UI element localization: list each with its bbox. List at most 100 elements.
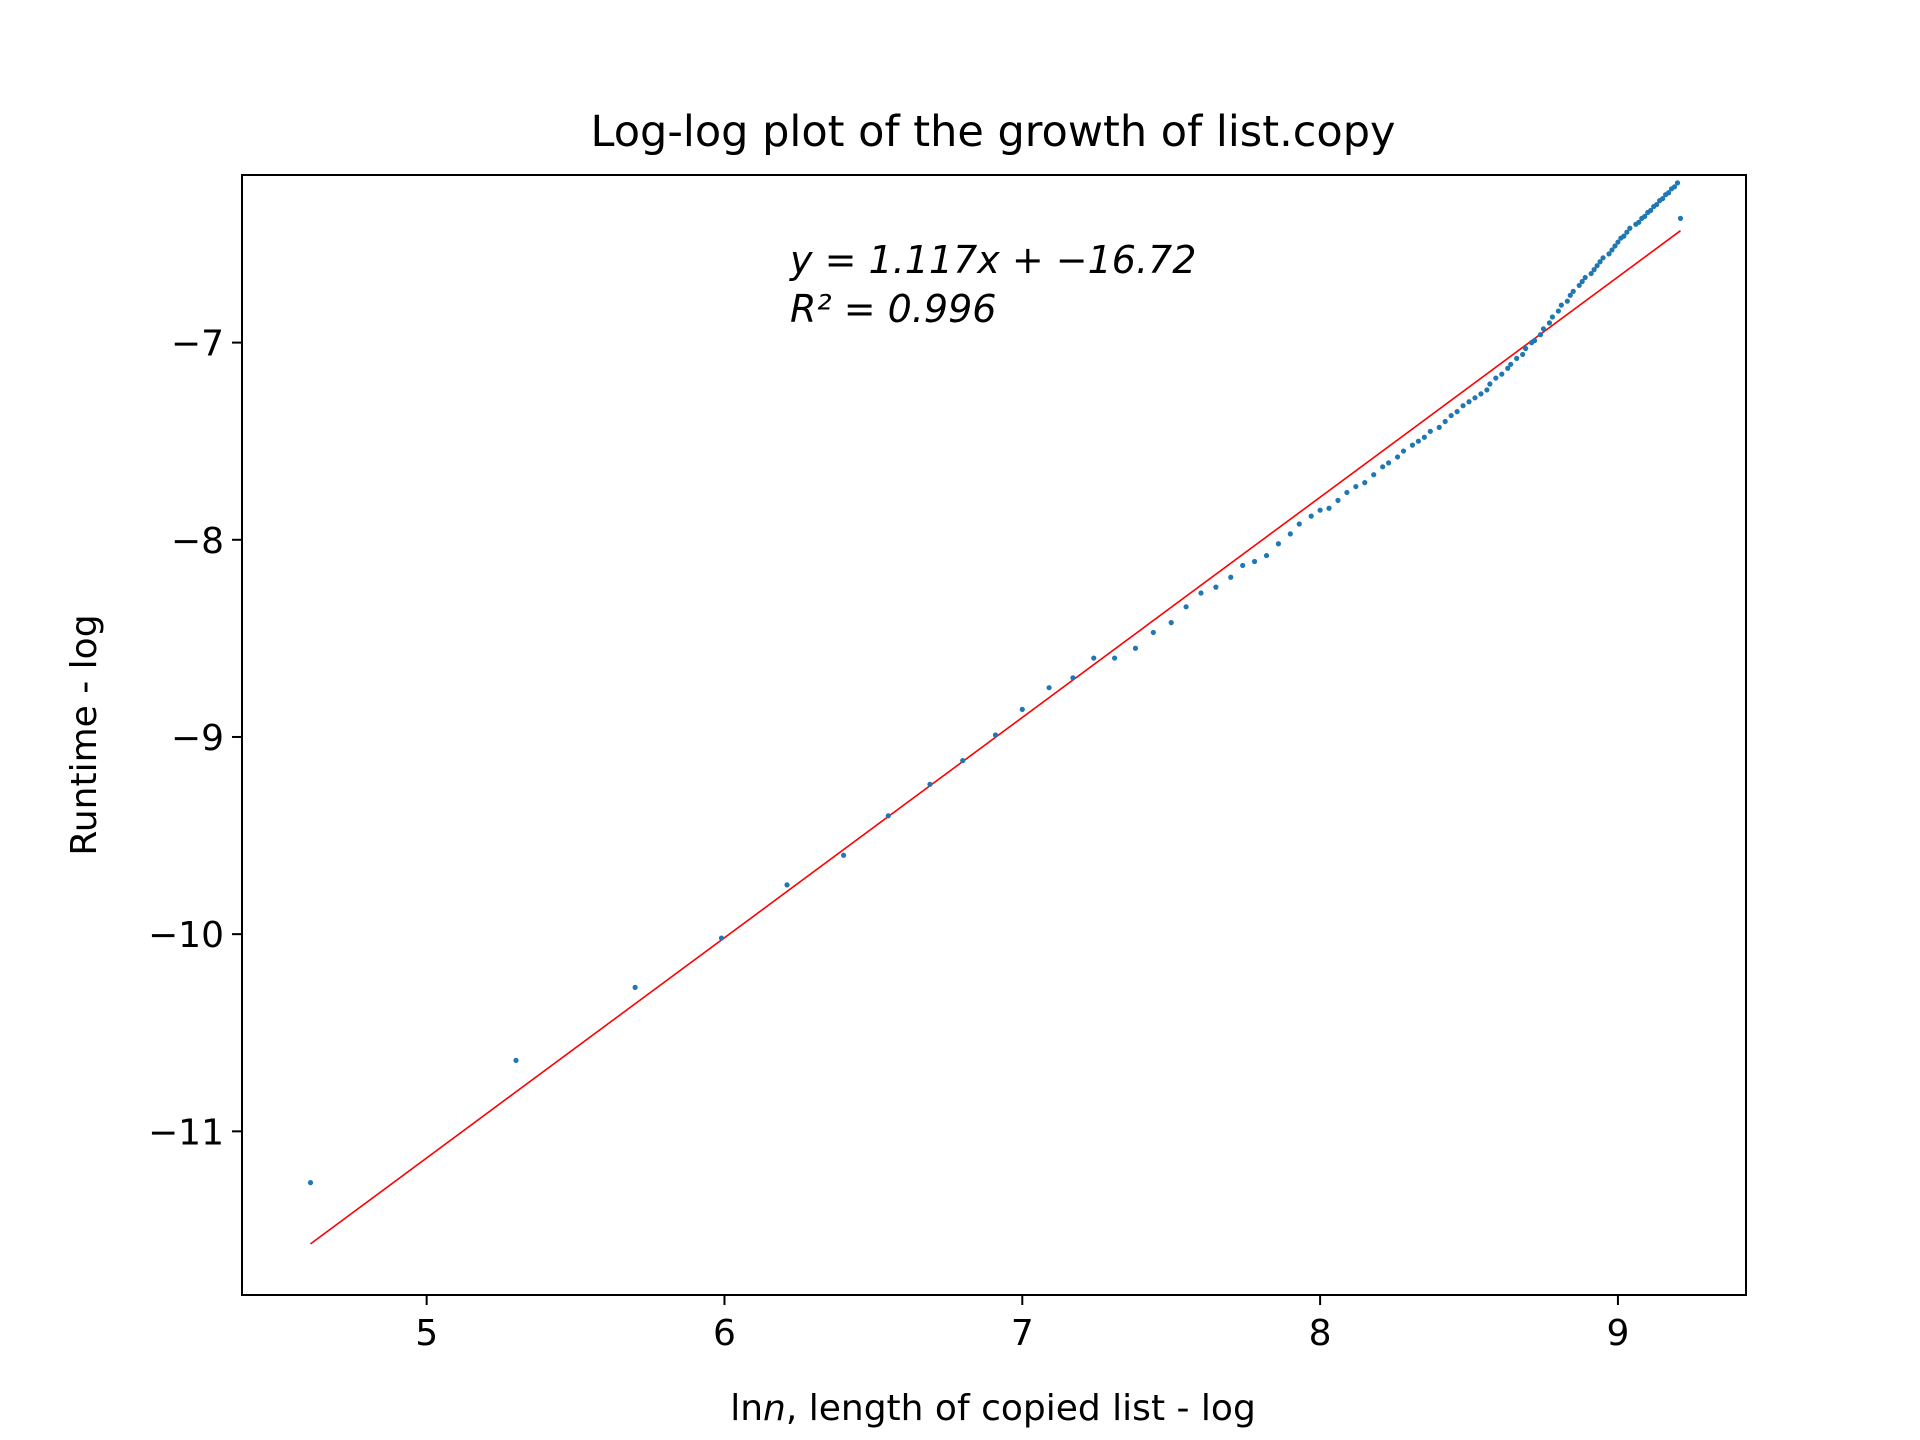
data-point xyxy=(1228,574,1234,580)
data-point xyxy=(1612,243,1618,249)
data-point xyxy=(1621,233,1627,239)
data-point xyxy=(1508,361,1514,367)
data-point xyxy=(1600,255,1606,261)
data-point xyxy=(1537,332,1544,338)
data-point xyxy=(1579,278,1585,285)
fit-equation: y = 1.117x + −16.72 xyxy=(789,238,1196,282)
data-point xyxy=(1198,590,1204,596)
data-point xyxy=(632,984,638,990)
data-point xyxy=(1019,706,1025,712)
data-point xyxy=(1427,428,1433,434)
data-point xyxy=(1460,403,1466,409)
x-tick-label: 8 xyxy=(1309,1313,1332,1354)
x-tick-label: 6 xyxy=(713,1313,736,1354)
y-tick-label: −10 xyxy=(148,915,224,956)
data-point xyxy=(1070,675,1076,681)
data-point xyxy=(1442,418,1448,425)
data-point xyxy=(1308,513,1314,519)
data-point xyxy=(1594,263,1600,269)
data-point xyxy=(1654,201,1660,208)
data-point xyxy=(1564,298,1570,304)
plot-area xyxy=(241,174,1747,1296)
data-point xyxy=(1362,480,1368,486)
data-point xyxy=(1421,434,1427,440)
data-point xyxy=(1660,196,1666,202)
data-point xyxy=(1240,562,1246,569)
data-point xyxy=(1415,438,1421,444)
y-axis-ticks: −11 −10 −9 −8 −7 xyxy=(148,324,242,1153)
data-point xyxy=(1636,219,1642,225)
data-point xyxy=(1213,584,1219,590)
x-tick-label: 9 xyxy=(1606,1313,1629,1354)
data-point xyxy=(1132,645,1139,651)
data-point xyxy=(1677,215,1684,221)
data-point xyxy=(1326,505,1332,511)
data-point xyxy=(1436,424,1442,430)
y-tick-label: −7 xyxy=(171,324,224,365)
data-point xyxy=(1335,497,1341,503)
y-tick-label: −8 xyxy=(171,521,224,562)
x-axis-ticks: 5 6 7 8 9 xyxy=(415,1295,1629,1354)
data-point xyxy=(1674,180,1681,186)
data-point xyxy=(1514,355,1520,361)
data-point xyxy=(1558,302,1564,308)
data-point xyxy=(1540,326,1547,332)
data-point xyxy=(1380,464,1386,470)
x-tick-label: 5 xyxy=(415,1313,438,1354)
data-point xyxy=(1150,629,1156,636)
data-point xyxy=(1394,454,1401,460)
data-point xyxy=(1287,531,1293,537)
data-point xyxy=(1275,541,1282,547)
data-point xyxy=(718,935,725,941)
y-tick-label: −11 xyxy=(148,1112,224,1153)
data-point xyxy=(1448,412,1454,419)
data-point xyxy=(1505,365,1511,371)
data-point xyxy=(1112,655,1118,661)
data-point xyxy=(1576,282,1582,289)
x-axis-label: lnn, length of copied list - log xyxy=(730,1388,1256,1429)
data-point xyxy=(1665,190,1672,196)
data-point xyxy=(1263,552,1270,559)
data-point xyxy=(1648,207,1654,214)
x-axis-label-var: n xyxy=(763,1388,786,1429)
data-point xyxy=(1555,308,1561,314)
data-point xyxy=(1642,213,1648,220)
data-point xyxy=(1582,274,1588,281)
data-point xyxy=(1588,270,1594,277)
data-point xyxy=(1520,351,1526,358)
data-point xyxy=(1609,247,1615,253)
data-point xyxy=(1597,259,1603,265)
data-point xyxy=(841,852,847,858)
data-point xyxy=(513,1057,519,1063)
data-point xyxy=(1531,338,1538,344)
data-point xyxy=(1386,460,1392,466)
data-point xyxy=(784,882,790,888)
data-point xyxy=(1317,507,1323,513)
data-point xyxy=(1484,387,1490,393)
chart-title: Log-log plot of the growth of list.copy xyxy=(591,107,1396,157)
x-tick-label: 7 xyxy=(1011,1313,1034,1354)
data-point xyxy=(1493,375,1499,381)
data-point xyxy=(1624,229,1630,235)
data-point xyxy=(1499,371,1505,377)
data-point xyxy=(1472,395,1478,401)
x-axis-label-ln: ln xyxy=(730,1388,763,1429)
data-point xyxy=(1549,314,1556,320)
data-point xyxy=(1454,409,1460,415)
data-point xyxy=(1591,267,1597,273)
data-point xyxy=(1353,483,1359,490)
data-point xyxy=(1627,225,1633,231)
data-point xyxy=(960,758,966,764)
data-point xyxy=(1671,184,1678,190)
data-point xyxy=(1487,381,1493,387)
data-point xyxy=(1409,442,1416,448)
data-point xyxy=(1046,685,1052,691)
data-point xyxy=(307,1180,314,1186)
data-point xyxy=(885,813,891,819)
y-tick-label: −9 xyxy=(171,718,224,759)
r-squared-label: R² = 0.996 xyxy=(790,287,996,331)
data-point xyxy=(1606,251,1612,257)
data-point xyxy=(1344,489,1350,496)
data-point xyxy=(1466,399,1472,405)
